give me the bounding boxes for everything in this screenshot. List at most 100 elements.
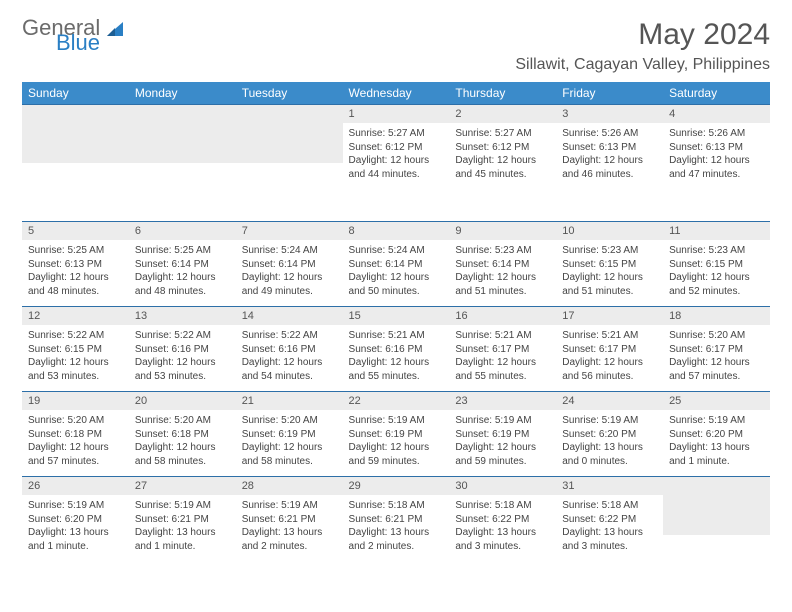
logo-sail-icon [105, 18, 127, 45]
calendar-day-cell: 19Sunrise: 5:20 AMSunset: 6:18 PMDayligh… [22, 392, 129, 477]
calendar-day-cell: 26Sunrise: 5:19 AMSunset: 6:20 PMDayligh… [22, 477, 129, 594]
day-details: Sunrise: 5:19 AMSunset: 6:20 PMDaylight:… [663, 410, 770, 476]
calendar-day-cell: 30Sunrise: 5:18 AMSunset: 6:22 PMDayligh… [449, 477, 556, 594]
day-number: 8 [343, 222, 450, 240]
calendar-table: SundayMondayTuesdayWednesdayThursdayFrid… [22, 82, 770, 593]
calendar-day-cell: 6Sunrise: 5:25 AMSunset: 6:14 PMDaylight… [129, 222, 236, 307]
day-details [129, 163, 236, 221]
day-number: 15 [343, 307, 450, 325]
calendar-header-cell: Friday [556, 82, 663, 105]
page-subtitle: Sillawit, Cagayan Valley, Philippines [515, 56, 770, 74]
calendar-day-cell: 28Sunrise: 5:19 AMSunset: 6:21 PMDayligh… [236, 477, 343, 594]
calendar-day-cell: 31Sunrise: 5:18 AMSunset: 6:22 PMDayligh… [556, 477, 663, 594]
calendar-day-cell: 17Sunrise: 5:21 AMSunset: 6:17 PMDayligh… [556, 307, 663, 392]
day-details: Sunrise: 5:21 AMSunset: 6:17 PMDaylight:… [449, 325, 556, 391]
day-number: 2 [449, 105, 556, 123]
day-details [663, 535, 770, 593]
calendar-day-cell: 12Sunrise: 5:22 AMSunset: 6:15 PMDayligh… [22, 307, 129, 392]
day-details: Sunrise: 5:24 AMSunset: 6:14 PMDaylight:… [343, 240, 450, 306]
calendar-header-cell: Sunday [22, 82, 129, 105]
day-number: 5 [22, 222, 129, 240]
day-details: Sunrise: 5:25 AMSunset: 6:13 PMDaylight:… [22, 240, 129, 306]
day-details: Sunrise: 5:18 AMSunset: 6:22 PMDaylight:… [449, 495, 556, 561]
day-number: 22 [343, 392, 450, 410]
day-number: 29 [343, 477, 450, 495]
day-number: 24 [556, 392, 663, 410]
day-number: 18 [663, 307, 770, 325]
day-number: 28 [236, 477, 343, 495]
calendar-week-row: 26Sunrise: 5:19 AMSunset: 6:20 PMDayligh… [22, 477, 770, 594]
calendar-day-cell: 3Sunrise: 5:26 AMSunset: 6:13 PMDaylight… [556, 105, 663, 222]
calendar-day-cell: 11Sunrise: 5:23 AMSunset: 6:15 PMDayligh… [663, 222, 770, 307]
calendar-day-cell: 14Sunrise: 5:22 AMSunset: 6:16 PMDayligh… [236, 307, 343, 392]
day-details: Sunrise: 5:20 AMSunset: 6:18 PMDaylight:… [129, 410, 236, 476]
day-number: 16 [449, 307, 556, 325]
calendar-day-cell: 21Sunrise: 5:20 AMSunset: 6:19 PMDayligh… [236, 392, 343, 477]
day-number: 14 [236, 307, 343, 325]
day-number: 4 [663, 105, 770, 123]
day-details: Sunrise: 5:27 AMSunset: 6:12 PMDaylight:… [343, 123, 450, 189]
day-number: 23 [449, 392, 556, 410]
day-details: Sunrise: 5:18 AMSunset: 6:22 PMDaylight:… [556, 495, 663, 561]
day-number: 21 [236, 392, 343, 410]
day-number [663, 477, 770, 535]
calendar-day-cell [22, 105, 129, 222]
calendar-header-cell: Thursday [449, 82, 556, 105]
calendar-day-cell: 22Sunrise: 5:19 AMSunset: 6:19 PMDayligh… [343, 392, 450, 477]
calendar-day-cell: 7Sunrise: 5:24 AMSunset: 6:14 PMDaylight… [236, 222, 343, 307]
calendar-header-cell: Wednesday [343, 82, 450, 105]
day-number [22, 105, 129, 163]
day-details: Sunrise: 5:19 AMSunset: 6:19 PMDaylight:… [343, 410, 450, 476]
calendar: SundayMondayTuesdayWednesdayThursdayFrid… [22, 82, 770, 593]
day-number: 10 [556, 222, 663, 240]
day-details: Sunrise: 5:22 AMSunset: 6:15 PMDaylight:… [22, 325, 129, 391]
calendar-header-cell: Tuesday [236, 82, 343, 105]
day-number: 11 [663, 222, 770, 240]
day-number: 19 [22, 392, 129, 410]
day-details: Sunrise: 5:27 AMSunset: 6:12 PMDaylight:… [449, 123, 556, 189]
day-details: Sunrise: 5:20 AMSunset: 6:17 PMDaylight:… [663, 325, 770, 391]
day-details: Sunrise: 5:26 AMSunset: 6:13 PMDaylight:… [663, 123, 770, 189]
calendar-day-cell: 5Sunrise: 5:25 AMSunset: 6:13 PMDaylight… [22, 222, 129, 307]
calendar-header-row: SundayMondayTuesdayWednesdayThursdayFrid… [22, 82, 770, 105]
day-number: 26 [22, 477, 129, 495]
calendar-day-cell: 4Sunrise: 5:26 AMSunset: 6:13 PMDaylight… [663, 105, 770, 222]
day-number: 17 [556, 307, 663, 325]
day-number: 20 [129, 392, 236, 410]
day-details [236, 163, 343, 221]
day-number: 6 [129, 222, 236, 240]
day-number: 13 [129, 307, 236, 325]
day-details [22, 163, 129, 221]
day-details: Sunrise: 5:21 AMSunset: 6:17 PMDaylight:… [556, 325, 663, 391]
day-details: Sunrise: 5:23 AMSunset: 6:15 PMDaylight:… [556, 240, 663, 306]
calendar-day-cell [129, 105, 236, 222]
day-details: Sunrise: 5:20 AMSunset: 6:18 PMDaylight:… [22, 410, 129, 476]
day-number: 27 [129, 477, 236, 495]
day-number: 31 [556, 477, 663, 495]
calendar-day-cell: 10Sunrise: 5:23 AMSunset: 6:15 PMDayligh… [556, 222, 663, 307]
page-title: May 2024 [515, 18, 770, 52]
day-details: Sunrise: 5:18 AMSunset: 6:21 PMDaylight:… [343, 495, 450, 561]
day-number: 7 [236, 222, 343, 240]
header: General Blue May 2024 Sillawit, Cagayan … [22, 18, 770, 74]
logo: General Blue [22, 18, 127, 54]
calendar-day-cell: 8Sunrise: 5:24 AMSunset: 6:14 PMDaylight… [343, 222, 450, 307]
calendar-day-cell: 29Sunrise: 5:18 AMSunset: 6:21 PMDayligh… [343, 477, 450, 594]
calendar-day-cell: 13Sunrise: 5:22 AMSunset: 6:16 PMDayligh… [129, 307, 236, 392]
calendar-day-cell: 20Sunrise: 5:20 AMSunset: 6:18 PMDayligh… [129, 392, 236, 477]
calendar-day-cell: 18Sunrise: 5:20 AMSunset: 6:17 PMDayligh… [663, 307, 770, 392]
day-details: Sunrise: 5:23 AMSunset: 6:15 PMDaylight:… [663, 240, 770, 306]
calendar-day-cell: 9Sunrise: 5:23 AMSunset: 6:14 PMDaylight… [449, 222, 556, 307]
day-details: Sunrise: 5:20 AMSunset: 6:19 PMDaylight:… [236, 410, 343, 476]
day-number: 1 [343, 105, 450, 123]
day-number: 30 [449, 477, 556, 495]
title-block: May 2024 Sillawit, Cagayan Valley, Phili… [515, 18, 770, 74]
calendar-body: 1Sunrise: 5:27 AMSunset: 6:12 PMDaylight… [22, 105, 770, 594]
calendar-day-cell: 15Sunrise: 5:21 AMSunset: 6:16 PMDayligh… [343, 307, 450, 392]
calendar-day-cell: 2Sunrise: 5:27 AMSunset: 6:12 PMDaylight… [449, 105, 556, 222]
calendar-day-cell: 1Sunrise: 5:27 AMSunset: 6:12 PMDaylight… [343, 105, 450, 222]
calendar-day-cell: 23Sunrise: 5:19 AMSunset: 6:19 PMDayligh… [449, 392, 556, 477]
day-details: Sunrise: 5:23 AMSunset: 6:14 PMDaylight:… [449, 240, 556, 306]
day-details: Sunrise: 5:22 AMSunset: 6:16 PMDaylight:… [129, 325, 236, 391]
calendar-header-cell: Saturday [663, 82, 770, 105]
